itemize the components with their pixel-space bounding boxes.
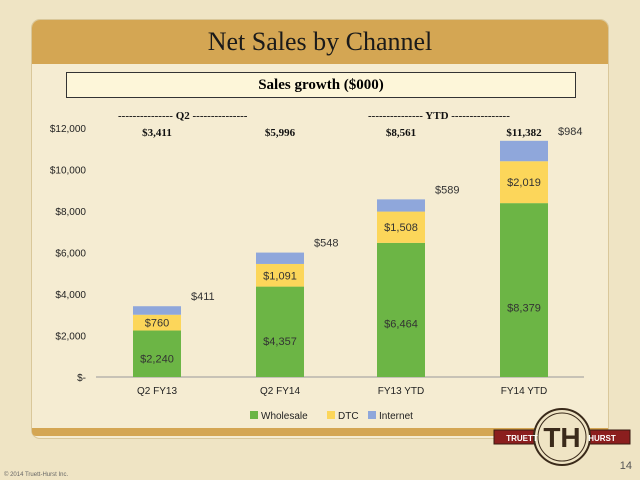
bar-dtc-0 <box>133 314 181 331</box>
bar-dtc-1 <box>256 263 304 287</box>
total-label-2: $8,561 <box>385 127 417 139</box>
x-tick-label: Q2 FY14 <box>260 386 300 397</box>
data-label-dtc-2: $1,508 <box>384 222 418 234</box>
bar-internet-2 <box>377 199 425 212</box>
bar-wholesale-2 <box>377 242 425 377</box>
legend-entry-internet: Internet <box>379 411 413 422</box>
y-tick-label: $2,000 <box>55 332 86 343</box>
data-label-internet-1: $548 <box>314 238 338 250</box>
bottom-bar <box>32 428 608 436</box>
x-tick-label: FY13 YTD <box>378 386 425 397</box>
period-label-q2: --------------- Q2 --------------- <box>118 110 248 122</box>
legend-swatch-internet <box>368 411 376 419</box>
data-label-wholesale-0: $2,240 <box>140 353 174 365</box>
logo-text-right: HURST <box>588 434 616 443</box>
data-label-dtc-1: $1,091 <box>263 270 297 282</box>
legend-swatch-wholesale <box>250 411 258 419</box>
legend-swatch-dtc <box>327 411 335 419</box>
chart-subtitle-box: Sales growth ($000) <box>66 72 576 98</box>
bar-wholesale-3 <box>500 203 548 377</box>
y-tick-label: $4,000 <box>55 290 86 301</box>
y-tick-label: $12,000 <box>50 124 87 135</box>
total-label-0: $3,411 <box>142 127 172 139</box>
bar-dtc-2 <box>377 211 425 243</box>
total-label-1: $5,996 <box>264 127 296 139</box>
data-label-dtc-0: $760 <box>145 318 169 330</box>
data-label-wholesale-3: $8,379 <box>507 302 541 314</box>
page-number: 14 <box>619 460 632 472</box>
y-tick-label: $- <box>77 373 86 384</box>
y-tick-label: $8,000 <box>55 207 86 218</box>
x-tick-label: Q2 FY13 <box>137 386 177 397</box>
logo-monogram: TH <box>543 422 580 453</box>
data-label-internet-3: $984 <box>558 126 582 138</box>
logo-text-left: TRUETT <box>506 434 538 443</box>
truett-hurst-logo: TRUETT HURST TH <box>492 404 632 473</box>
legend-entry-wholesale: Wholesale <box>261 411 308 422</box>
slide-title: Net Sales by Channel <box>32 20 608 64</box>
data-label-internet-0: $411 <box>191 291 215 303</box>
total-label-3: $11,382 <box>506 127 542 139</box>
data-label-internet-2: $589 <box>435 184 459 196</box>
legend-entry-dtc: DTC <box>338 411 359 422</box>
data-label-wholesale-2: $6,464 <box>384 318 418 330</box>
y-tick-label: $6,000 <box>55 249 86 260</box>
copyright-text: © 2014 Truett-Hurst Inc. <box>4 472 69 478</box>
bar-wholesale-1 <box>256 286 304 377</box>
bar-wholesale-0 <box>133 330 181 377</box>
bar-dtc-3 <box>500 161 548 204</box>
y-tick-label: $10,000 <box>50 166 87 177</box>
data-label-wholesale-1: $4,357 <box>263 336 297 348</box>
bar-internet-1 <box>256 252 304 264</box>
period-label-ytd: --------------- YTD ---------------- <box>368 110 510 122</box>
bar-internet-3 <box>500 140 548 162</box>
x-tick-label: FY14 YTD <box>501 386 548 397</box>
bar-internet-0 <box>133 306 181 315</box>
data-label-dtc-3: $2,019 <box>507 177 541 189</box>
